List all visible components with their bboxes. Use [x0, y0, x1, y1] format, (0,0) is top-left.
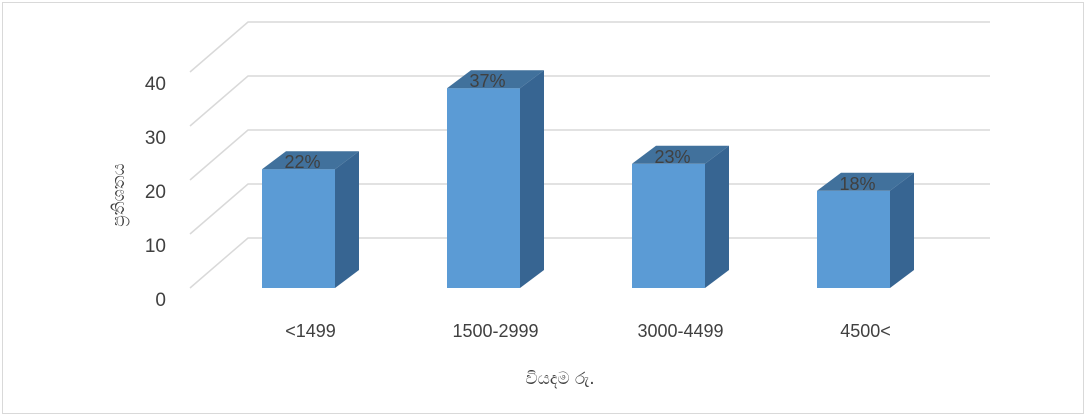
bar-front — [447, 88, 520, 288]
bar-top — [447, 70, 544, 89]
y-tick-label: 30 — [145, 128, 166, 149]
x-axis-title: වියදම රු. — [525, 369, 594, 389]
y-axis-title: ප්‍රතිශතය — [109, 163, 129, 227]
x-tick-label: 4500< — [840, 321, 891, 341]
bar-front — [817, 190, 890, 288]
x-tick-label: 3000-4499 — [637, 321, 723, 341]
bar-side — [890, 172, 914, 288]
gridlines — [189, 21, 990, 289]
bar — [817, 172, 914, 288]
data-label: 23% — [654, 147, 690, 167]
x-tick-label: 1500-2999 — [452, 321, 538, 341]
bar-side — [520, 70, 544, 288]
y-tick-label: 0 — [155, 290, 166, 311]
bar-front — [262, 169, 335, 288]
gridline — [189, 129, 990, 181]
bar-top — [817, 172, 914, 191]
gridline — [189, 21, 990, 73]
bar-side — [705, 145, 729, 288]
bar — [447, 70, 544, 288]
y-tick-label: 40 — [145, 74, 166, 95]
gridline — [189, 237, 990, 289]
bar — [632, 145, 729, 288]
x-tick-label: <1499 — [285, 321, 336, 341]
y-tick-label: 20 — [145, 182, 166, 203]
gridline — [189, 183, 990, 235]
gridline — [189, 75, 990, 127]
data-labels: 22% 37% 23% 18% — [284, 71, 875, 194]
bars — [262, 70, 914, 288]
bar-top — [262, 151, 359, 170]
bar-front — [632, 163, 705, 288]
x-axis-ticks: <1499 1500-2999 3000-4499 4500< — [285, 321, 891, 341]
bar — [262, 151, 359, 288]
y-axis-ticks: 0 10 20 30 40 — [145, 74, 166, 311]
data-label: 18% — [839, 174, 875, 194]
y-tick-label: 10 — [145, 236, 166, 257]
data-label: 22% — [284, 152, 320, 172]
data-label: 37% — [469, 71, 505, 91]
bar-side — [335, 151, 359, 288]
bar-top — [632, 145, 729, 164]
